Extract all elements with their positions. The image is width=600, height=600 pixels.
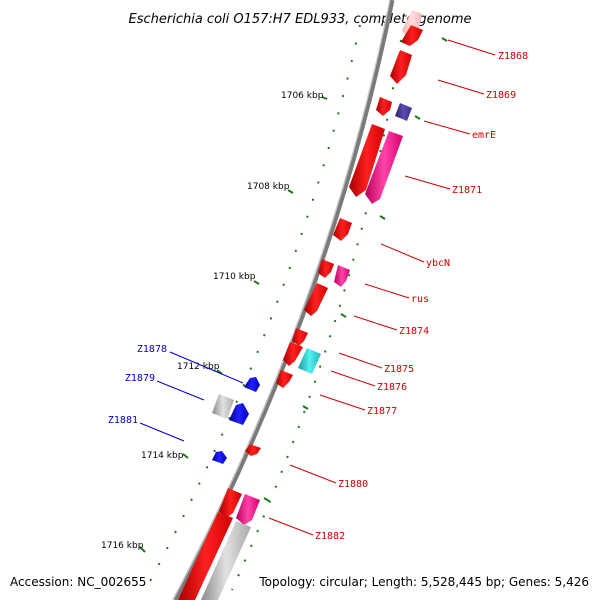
leader-line bbox=[289, 464, 337, 484]
tick-label: 1710 kbp bbox=[213, 272, 256, 282]
gene-feature-large-red[interactable] bbox=[178, 512, 233, 600]
gene-label[interactable]: Z1874 bbox=[399, 326, 429, 337]
leader-line bbox=[423, 120, 471, 135]
tick-mark-1716 bbox=[139, 546, 146, 553]
gene-feature-z1875b[interactable] bbox=[283, 342, 303, 366]
leader-line bbox=[380, 243, 425, 263]
tick-mark-outer bbox=[441, 37, 448, 42]
inner-dotted-guide bbox=[147, 24, 361, 586]
gene-label[interactable]: Z1871 bbox=[452, 185, 482, 196]
leader-line bbox=[156, 380, 205, 401]
gene-label[interactable]: Z1881 bbox=[108, 415, 138, 426]
gene-feature-z1871a[interactable] bbox=[349, 124, 385, 197]
gene-feature-z1882[interactable] bbox=[236, 494, 260, 525]
leader-line bbox=[404, 175, 451, 190]
gene-feature-z1877[interactable] bbox=[276, 370, 293, 388]
gene-feature-z1875[interactable] bbox=[298, 348, 321, 374]
label-leader-lines bbox=[139, 39, 496, 536]
tick-label: 1708 kbp bbox=[247, 182, 290, 192]
gene-feature-z1879[interactable] bbox=[229, 403, 249, 425]
gene-feature-z1869b[interactable] bbox=[376, 97, 392, 116]
gene-feature-rus[interactable] bbox=[334, 265, 350, 287]
gene-feature-z1874[interactable] bbox=[304, 283, 328, 316]
gene-feature-z1868[interactable] bbox=[401, 25, 423, 46]
tick-label: 1716 kbp bbox=[101, 541, 144, 551]
leader-line bbox=[330, 370, 376, 387]
leader-line bbox=[364, 283, 410, 299]
gene-feature-z1880[interactable] bbox=[245, 444, 261, 456]
gene-feature-emre[interactable] bbox=[395, 103, 412, 121]
gene-label[interactable]: Z1876 bbox=[377, 382, 407, 393]
gene-label[interactable]: rus bbox=[411, 294, 429, 305]
gene-feature-z1881[interactable] bbox=[212, 451, 227, 464]
tick-mark-1714 bbox=[182, 453, 189, 459]
tick-label: 1706 kbp bbox=[281, 91, 324, 101]
tick-label: 1712 kbp bbox=[177, 362, 220, 372]
leader-line bbox=[447, 39, 496, 56]
tick-mark-outer bbox=[263, 497, 270, 502]
tick-mark-1706 bbox=[321, 96, 328, 100]
accession-text: Accession: NC_002655 bbox=[10, 575, 146, 589]
gene-labels: Z1868 Z1869 emrE Z1871 ybcN rus Z1874 Z1… bbox=[108, 51, 528, 542]
gene-label[interactable]: Z1868 bbox=[498, 51, 528, 62]
leader-line bbox=[437, 79, 485, 95]
gene-label[interactable]: Z1877 bbox=[367, 406, 397, 417]
tick-mark-1710 bbox=[253, 280, 260, 285]
gene-label[interactable]: Z1869 bbox=[486, 90, 516, 101]
gene-feature-z1882a[interactable] bbox=[219, 488, 242, 518]
leader-line bbox=[319, 394, 366, 411]
genome-backbone bbox=[172, 0, 395, 600]
tick-mark-outer bbox=[414, 115, 421, 120]
gene-label[interactable]: Z1875 bbox=[384, 364, 414, 375]
gene-label[interactable]: ybcN bbox=[426, 258, 450, 269]
minus-strand-genes bbox=[212, 377, 260, 464]
gene-label[interactable]: Z1880 bbox=[338, 479, 368, 490]
leader-line bbox=[169, 351, 244, 384]
gene-label[interactable]: Z1878 bbox=[137, 344, 167, 355]
tick-labels: 1706 kbp 1708 kbp 1710 kbp 1712 kbp 1714… bbox=[101, 91, 324, 551]
leader-line bbox=[139, 422, 185, 442]
gene-feature-large-grey[interactable] bbox=[201, 521, 251, 600]
tick-mark-outer bbox=[379, 215, 386, 220]
tick-mark-1708 bbox=[287, 189, 294, 194]
outer-dotted-guide bbox=[231, 39, 402, 591]
leader-line bbox=[338, 352, 383, 369]
gene-feature-z1871[interactable] bbox=[365, 131, 403, 204]
gene-feature-z1875a[interactable] bbox=[292, 328, 308, 346]
gene-feature-z1869[interactable] bbox=[390, 50, 412, 84]
tick-label: 1714 kbp bbox=[141, 451, 184, 461]
gene-feature-z1878[interactable] bbox=[244, 377, 260, 392]
genome-summary-text: Topology: circular; Length: 5,528,445 bp… bbox=[258, 575, 589, 589]
plus-strand-genes bbox=[178, 10, 423, 600]
tick-mark-outer bbox=[340, 313, 347, 318]
axis-ticks bbox=[139, 37, 448, 553]
gene-feature-z1879-grey[interactable] bbox=[212, 394, 234, 419]
leader-line bbox=[268, 517, 314, 536]
genome-backbone-highlight bbox=[172, 0, 391, 600]
gene-feature-ybcn-b[interactable] bbox=[318, 259, 334, 278]
leader-line bbox=[353, 315, 398, 331]
tick-mark-outer bbox=[302, 405, 309, 410]
gene-feature-ybcn[interactable] bbox=[333, 218, 352, 241]
gene-label[interactable]: Z1879 bbox=[125, 373, 155, 384]
gene-label[interactable]: Z1882 bbox=[315, 531, 345, 542]
gene-label[interactable]: emrE bbox=[472, 130, 496, 141]
